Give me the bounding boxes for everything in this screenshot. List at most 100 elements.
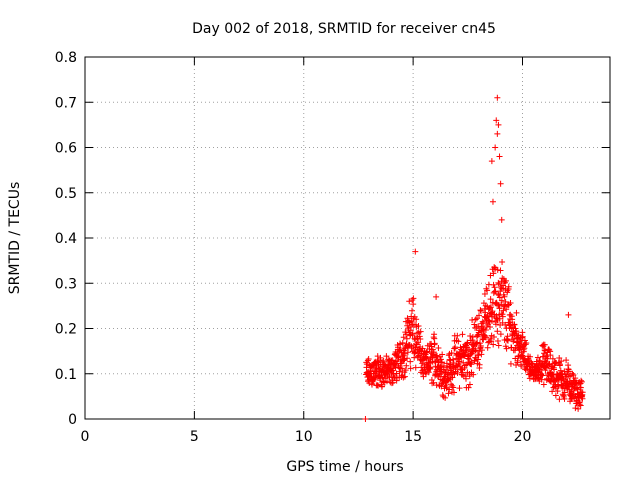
x-tick-label: 15	[404, 429, 422, 445]
data-point	[488, 158, 495, 165]
data-point	[495, 342, 502, 349]
data-point	[499, 313, 506, 320]
data-point	[496, 294, 503, 301]
data-point	[561, 385, 568, 392]
data-point	[494, 94, 501, 101]
data-point	[411, 350, 418, 357]
data-point	[475, 356, 482, 363]
y-tick-label: 0.7	[55, 95, 77, 111]
data-point	[539, 372, 546, 379]
data-point	[487, 323, 494, 330]
data-point	[483, 334, 490, 341]
data-point	[379, 383, 386, 390]
data-point	[417, 335, 424, 342]
data-point	[496, 305, 503, 312]
data-point	[406, 319, 413, 326]
data-point	[452, 344, 459, 351]
data-point	[570, 372, 577, 379]
data-point	[415, 322, 422, 329]
data-point	[490, 341, 497, 348]
data-point	[407, 365, 414, 372]
data-point	[362, 416, 369, 422]
data-point	[477, 342, 484, 349]
data-point	[431, 340, 438, 347]
data-point	[556, 396, 563, 403]
data-point	[380, 357, 387, 364]
data-point	[451, 371, 458, 378]
data-point	[494, 266, 501, 273]
data-point	[439, 351, 446, 358]
data-point	[375, 382, 382, 389]
data-point	[518, 334, 525, 341]
data-point	[401, 355, 408, 362]
data-point	[497, 267, 504, 274]
data-point	[503, 277, 510, 284]
data-point	[402, 367, 409, 374]
data-point	[456, 358, 463, 365]
data-point	[503, 336, 510, 343]
data-point	[498, 297, 505, 304]
data-point	[490, 333, 497, 340]
data-point	[489, 308, 496, 315]
data-point	[519, 333, 526, 340]
data-point	[579, 395, 586, 402]
data-point	[463, 375, 469, 382]
y-tick-label: 0.2	[55, 322, 77, 338]
data-point	[472, 347, 479, 354]
data-point	[464, 339, 471, 346]
data-point	[534, 354, 541, 361]
data-point	[466, 373, 473, 380]
data-point	[492, 321, 499, 328]
data-point	[404, 355, 411, 362]
y-tick-label: 0.8	[55, 50, 77, 66]
chart-title: Day 002 of 2018, SRMTID for receiver cn4…	[192, 21, 496, 37]
data-point	[438, 383, 445, 390]
data-point	[479, 336, 486, 343]
data-point	[495, 121, 502, 128]
data-point	[456, 363, 463, 370]
data-point	[472, 316, 479, 323]
data-point	[538, 376, 545, 383]
data-point	[549, 388, 556, 395]
data-point	[429, 380, 436, 387]
data-point	[569, 370, 576, 377]
data-point	[568, 388, 575, 395]
data-point	[413, 340, 420, 347]
data-point	[489, 198, 496, 205]
data-point	[381, 361, 388, 368]
data-point	[519, 352, 526, 359]
data-point	[363, 361, 370, 368]
data-point	[401, 373, 408, 380]
data-point	[461, 365, 468, 372]
x-tick-label: 0	[81, 429, 90, 445]
x-tick-label: 5	[190, 429, 199, 445]
data-point	[437, 363, 444, 370]
data-point	[493, 312, 500, 319]
data-point	[572, 375, 579, 382]
data-point	[476, 361, 483, 368]
data-point	[534, 374, 541, 381]
data-point	[450, 359, 457, 366]
data-point	[403, 335, 410, 342]
data-point	[486, 304, 493, 311]
data-point	[365, 356, 372, 363]
data-point	[412, 248, 419, 255]
data-point	[412, 364, 419, 371]
data-point	[547, 352, 554, 359]
data-point	[556, 361, 563, 368]
data-point	[526, 375, 533, 382]
data-point	[522, 341, 529, 348]
data-point	[521, 345, 528, 352]
data-point	[527, 353, 534, 360]
data-point	[495, 302, 502, 309]
data-point	[430, 349, 437, 356]
data-point	[498, 301, 505, 308]
data-point	[578, 378, 585, 385]
data-point	[423, 349, 430, 356]
data-point	[480, 319, 487, 326]
data-point	[407, 358, 414, 365]
data-point	[459, 331, 466, 338]
data-point	[579, 389, 586, 396]
data-point	[493, 117, 500, 124]
data-point	[488, 338, 495, 345]
